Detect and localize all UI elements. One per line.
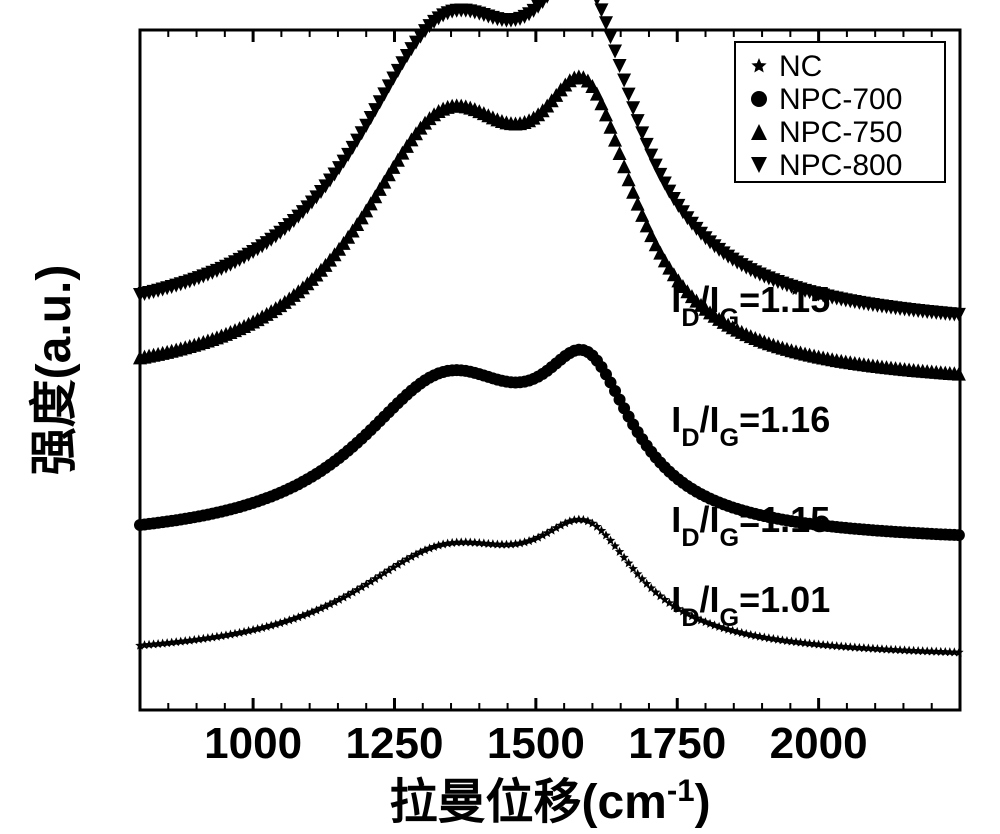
legend-label: NC [779,50,822,83]
x-tick-label: 1000 [204,719,302,768]
x-tick-label: 1250 [346,719,444,768]
legend-label: NPC-750 [779,116,902,149]
legend-label: NPC-700 [779,83,902,116]
legend-label: NPC-800 [779,149,902,182]
y-axis-label: 强度(a.u.) [28,265,81,476]
x-tick-label: 1500 [487,719,585,768]
x-axis-label: 拉曼位移(cm-1) [389,773,710,830]
x-tick-label: 2000 [770,719,868,768]
raman-chart: 10001250150017502000拉曼位移(cm-1)强度(a.u.)ID… [0,0,1000,834]
x-tick-label: 1750 [628,719,726,768]
